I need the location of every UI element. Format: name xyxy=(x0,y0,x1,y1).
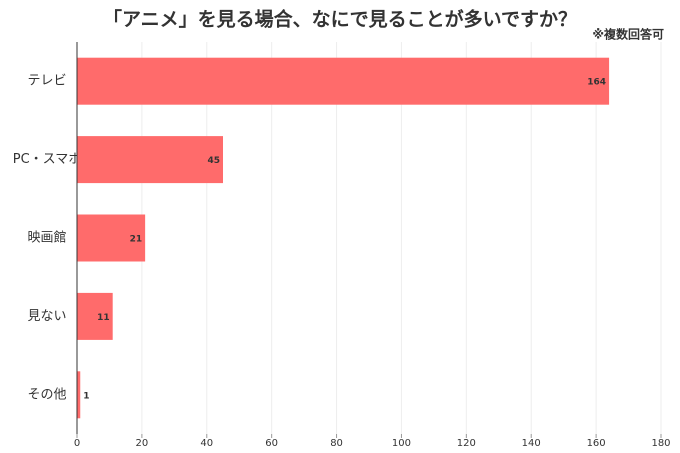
value-label: 11 xyxy=(97,313,110,323)
y-tick-label: PC・スマホ xyxy=(13,152,82,167)
value-label: 21 xyxy=(130,235,143,245)
y-tick-label: その他 xyxy=(27,387,66,402)
bar xyxy=(77,371,81,419)
x-tick-label: 100 xyxy=(392,438,411,449)
chart-title: 「アニメ」を見る場合、なにで見ることが多いですか？ xyxy=(103,8,577,31)
x-tick-label: 80 xyxy=(330,438,343,449)
x-tick-label: 0 xyxy=(74,438,80,449)
value-label: 45 xyxy=(207,156,220,166)
value-label: 1 xyxy=(83,391,89,401)
bar xyxy=(77,214,146,262)
chart-note: ※複数回答可 xyxy=(592,27,664,42)
bar xyxy=(77,292,113,340)
x-tick-label: 180 xyxy=(651,438,670,449)
y-tick-label: テレビ xyxy=(27,74,66,89)
x-tick-label: 60 xyxy=(265,438,278,449)
x-tick-label: 120 xyxy=(457,438,476,449)
y-tick-label: 見ない xyxy=(27,309,66,324)
x-tick-label: 20 xyxy=(136,438,149,449)
y-tick-label: 映画館 xyxy=(27,231,66,246)
bar xyxy=(77,57,610,105)
x-tick-label: 40 xyxy=(200,438,213,449)
x-tick-label: 160 xyxy=(587,438,606,449)
x-tick-label: 140 xyxy=(522,438,541,449)
value-label: 164 xyxy=(587,78,606,88)
bar xyxy=(77,136,223,184)
